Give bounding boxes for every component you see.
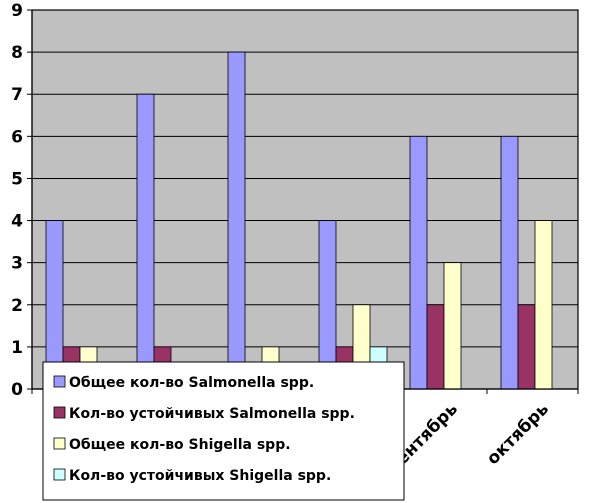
legend-swatch	[53, 468, 66, 481]
y-tick-label: 1	[11, 338, 23, 358]
legend-swatch	[53, 375, 66, 388]
y-tick-label: 8	[11, 43, 23, 63]
x-category-label: октябрь	[483, 399, 553, 469]
bar	[227, 51, 246, 390]
legend-swatch	[53, 406, 66, 419]
y-tick-label: 9	[11, 1, 23, 21]
legend-entry-label: Кол-во устойчивых Shigella spp.	[69, 468, 331, 484]
y-tick-label: 0	[11, 380, 23, 400]
y-tick-label: 5	[11, 169, 23, 189]
y-tick-label: 4	[11, 212, 23, 232]
y-tick-label: 3	[11, 254, 23, 274]
bar	[136, 93, 155, 390]
legend: Общее кол-во Salmonella spp. Кол-во устой…	[42, 361, 405, 501]
legend-entry-label: Кол-во устойчивых Salmonella spp.	[69, 406, 355, 422]
bar	[426, 304, 445, 390]
bar	[409, 135, 428, 390]
y-tick-label: 7	[11, 85, 23, 105]
bar	[500, 135, 519, 390]
bar	[443, 262, 462, 390]
y-tick-label: 2	[11, 296, 23, 316]
legend-swatch	[53, 437, 66, 450]
bar	[534, 220, 553, 390]
bar	[517, 304, 536, 390]
y-tick-label: 6	[11, 127, 23, 147]
legend-entry-label: Общее кол-во Salmonella spp.	[69, 375, 314, 391]
plot-area	[31, 9, 579, 390]
legend-box	[42, 361, 405, 501]
legend-entry-label: Общее кол-во Shigella spp.	[69, 437, 291, 453]
